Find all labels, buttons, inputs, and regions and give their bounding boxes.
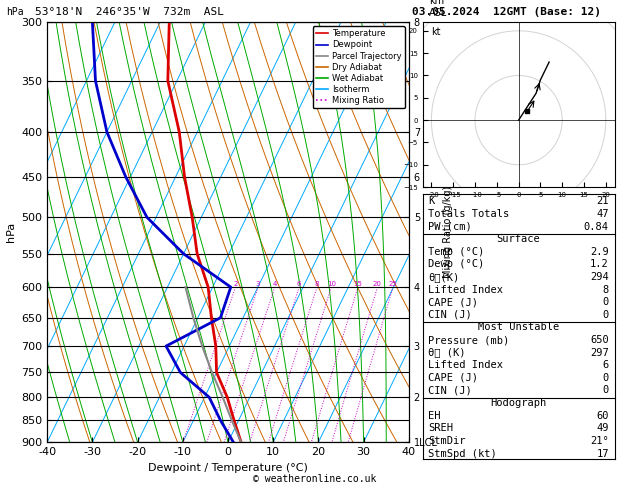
Text: Pressure (mb): Pressure (mb) [428, 335, 509, 345]
Text: © weatheronline.co.uk: © weatheronline.co.uk [253, 473, 376, 484]
Text: 294: 294 [590, 272, 609, 282]
Text: 17: 17 [596, 449, 609, 459]
Text: 1.2: 1.2 [590, 260, 609, 269]
Text: 60: 60 [596, 411, 609, 421]
Text: Surface: Surface [497, 234, 540, 244]
Text: Lifted Index: Lifted Index [428, 285, 503, 295]
Text: Hodograph: Hodograph [491, 398, 547, 408]
Text: 0: 0 [603, 385, 609, 396]
Text: 8: 8 [314, 281, 320, 287]
Text: SREH: SREH [428, 423, 454, 434]
Y-axis label: Mixing Ratio (g/kg): Mixing Ratio (g/kg) [443, 186, 453, 278]
Text: CIN (J): CIN (J) [428, 310, 472, 320]
Text: 6: 6 [603, 360, 609, 370]
Text: 6: 6 [297, 281, 301, 287]
Text: 21: 21 [596, 196, 609, 206]
Text: 2.9: 2.9 [590, 247, 609, 257]
Text: 0: 0 [603, 373, 609, 383]
Text: CIN (J): CIN (J) [428, 385, 472, 396]
Text: 0: 0 [603, 310, 609, 320]
Text: 20: 20 [373, 281, 382, 287]
Text: 0: 0 [603, 297, 609, 307]
Text: StmSpd (kt): StmSpd (kt) [428, 449, 497, 459]
Text: hPa: hPa [6, 7, 24, 17]
Text: 0.84: 0.84 [584, 222, 609, 231]
Text: K: K [428, 196, 435, 206]
Text: CAPE (J): CAPE (J) [428, 373, 479, 383]
Text: Most Unstable: Most Unstable [478, 322, 559, 332]
Text: 4: 4 [272, 281, 277, 287]
Text: StmDir: StmDir [428, 436, 466, 446]
Text: CAPE (J): CAPE (J) [428, 297, 479, 307]
Text: 297: 297 [590, 347, 609, 358]
X-axis label: Dewpoint / Temperature (°C): Dewpoint / Temperature (°C) [148, 463, 308, 473]
Text: Dewp (°C): Dewp (°C) [428, 260, 485, 269]
Text: 49: 49 [596, 423, 609, 434]
Text: 2: 2 [233, 281, 238, 287]
Text: EH: EH [428, 411, 441, 421]
Text: 03.05.2024  12GMT (Base: 12): 03.05.2024 12GMT (Base: 12) [412, 7, 601, 17]
Text: Lifted Index: Lifted Index [428, 360, 503, 370]
Text: θᴇ(K): θᴇ(K) [428, 272, 460, 282]
Text: 25: 25 [389, 281, 398, 287]
Text: 3: 3 [256, 281, 260, 287]
Text: km
ASL: km ASL [429, 0, 447, 17]
Text: 15: 15 [353, 281, 362, 287]
Text: 47: 47 [596, 209, 609, 219]
Text: 650: 650 [590, 335, 609, 345]
Text: Totals Totals: Totals Totals [428, 209, 509, 219]
Y-axis label: hPa: hPa [6, 222, 16, 242]
Text: 8: 8 [603, 285, 609, 295]
Text: θᴇ (K): θᴇ (K) [428, 347, 466, 358]
Text: 53°18'N  246°35'W  732m  ASL: 53°18'N 246°35'W 732m ASL [35, 7, 223, 17]
Text: kt: kt [431, 27, 441, 37]
Text: Temp (°C): Temp (°C) [428, 247, 485, 257]
Text: 10: 10 [326, 281, 336, 287]
Legend: Temperature, Dewpoint, Parcel Trajectory, Dry Adiabat, Wet Adiabat, Isotherm, Mi: Temperature, Dewpoint, Parcel Trajectory… [313, 26, 404, 108]
Text: 21°: 21° [590, 436, 609, 446]
Text: PW (cm): PW (cm) [428, 222, 472, 231]
